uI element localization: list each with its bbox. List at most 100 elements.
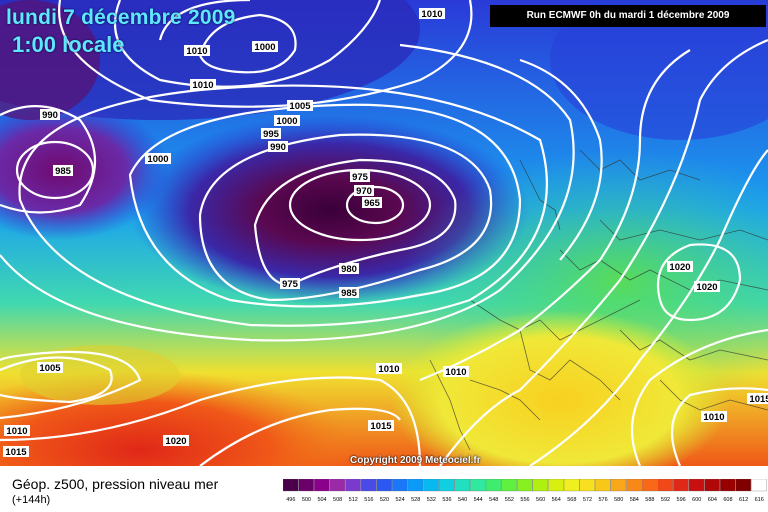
isobar-label-bg	[163, 435, 189, 446]
isobar-label: 1020	[165, 436, 186, 447]
scale-swatch	[407, 479, 424, 492]
scale-swatch	[579, 479, 595, 492]
isobar-label-bg	[747, 393, 768, 404]
scale-value-label: 496	[286, 497, 295, 503]
isobar-label-bg	[419, 8, 445, 19]
scale-swatch	[610, 479, 627, 492]
isobar-label: 1010	[192, 80, 213, 91]
isobar-label-bg	[280, 278, 300, 289]
isobar-label-bg	[362, 197, 382, 208]
scale-swatch	[360, 479, 377, 492]
scale-value-label: 548	[489, 497, 498, 503]
scale-swatch	[345, 479, 361, 492]
scale-value-label: 572	[583, 497, 592, 503]
scale-swatch	[532, 479, 549, 492]
scale-value-label: 528	[411, 497, 420, 503]
scale-swatch	[329, 479, 346, 492]
scale-swatch	[563, 479, 580, 492]
scale-swatch	[485, 479, 502, 492]
isobar-label: 985	[341, 288, 358, 299]
isobar-label: 1005	[39, 363, 61, 374]
scale-value-label: 564	[552, 497, 561, 503]
isobar-label: 1010	[186, 46, 207, 57]
scale-value-label: 520	[380, 497, 389, 503]
scale-value-label: 616	[755, 497, 764, 503]
isobar-label-bg	[190, 79, 216, 90]
scale-swatch	[626, 479, 642, 492]
isobar-label: 990	[42, 110, 58, 121]
legend-title: Géop. z500, pression niveau mer	[12, 476, 219, 492]
isobar-label-bg	[53, 165, 73, 176]
legend-subtitle: (+144h)	[12, 494, 51, 506]
weather-map: 1010 1000 1010 1000 1010 1005 1000 995 990 990 985…	[0, 0, 768, 466]
isobar-label-bg	[694, 281, 720, 292]
scale-value-label: 592	[661, 497, 670, 503]
scale-value-label: 600	[692, 497, 701, 503]
isobar-label-bg	[354, 185, 374, 196]
isobar-label-bg	[376, 363, 402, 374]
isobar-label: 970	[356, 186, 372, 197]
isobar-label: 1015	[5, 447, 27, 458]
isobar-label-bg	[40, 109, 60, 120]
isobar-label-bg	[667, 261, 693, 272]
isobar-label: 1015	[749, 394, 768, 405]
scale-value-label: 536	[442, 497, 451, 503]
scale-value-label: 500	[302, 497, 311, 503]
forecast-time: 1:00 locale	[12, 32, 125, 57]
scale-value-label: 524	[396, 497, 405, 503]
isobar-label: 1020	[669, 262, 690, 273]
isobar-label: 975	[352, 172, 369, 183]
scale-value-label: 540	[458, 497, 467, 503]
model-run-label: Run ECMWF 0h du mardi 1 décembre 2009	[490, 5, 766, 27]
scale-swatch	[688, 479, 705, 492]
scale-swatch	[501, 479, 517, 492]
isobar-label-bg	[252, 41, 278, 52]
scale-swatch	[641, 479, 658, 492]
scale-swatch	[735, 479, 752, 492]
isobar-label-bg	[261, 128, 281, 139]
scale-swatch	[283, 479, 299, 492]
isobar-label: 1020	[696, 282, 717, 293]
scale-value-label: 512	[349, 497, 358, 503]
scale-swatch	[704, 479, 720, 492]
isobar-label: 965	[364, 198, 381, 209]
scale-value-label: 556	[520, 497, 529, 503]
scale-value-label: 532	[427, 497, 436, 503]
isobar-label: 1010	[703, 412, 724, 423]
isobar-label-bg	[701, 411, 727, 422]
legend-panel: Géop. z500, pression niveau mer (+144h) …	[0, 466, 768, 512]
isobar-label: 1000	[147, 154, 168, 165]
scale-value-label: 544	[474, 497, 483, 503]
scale-value-label: 504	[317, 497, 326, 503]
scale-swatch	[376, 479, 392, 492]
scale-value-label: 552	[505, 497, 514, 503]
scale-swatch	[314, 479, 330, 492]
scale-value-label: 560	[536, 497, 545, 503]
scale-swatch	[548, 479, 564, 492]
scale-value-label: 568	[567, 497, 576, 503]
isobar-label-bg	[339, 287, 359, 298]
scale-value-label: 612	[739, 497, 748, 503]
isobar-label-bg	[268, 141, 288, 152]
isobar-label: 995	[263, 129, 280, 140]
scale-swatch	[470, 479, 486, 492]
scale-value-label: 588	[645, 497, 654, 503]
isobar-label-bg	[37, 362, 63, 373]
scale-value-label: 508	[333, 497, 342, 503]
isobar-label: 1005	[289, 101, 311, 112]
isobar-label: 1010	[378, 364, 399, 375]
isobar-label-bg	[145, 153, 171, 164]
isobar-label: 1010	[6, 426, 27, 437]
isobar-label-bg	[443, 366, 469, 377]
scale-swatch	[720, 479, 736, 492]
isobar-label: 1000	[276, 116, 297, 127]
isobar-label-bg	[4, 425, 30, 436]
scale-swatch	[517, 479, 533, 492]
scale-swatch	[673, 479, 689, 492]
scale-swatch	[392, 479, 408, 492]
isobar-label: 1010	[445, 367, 466, 378]
scale-value-label: 516	[364, 497, 373, 503]
scale-swatch	[454, 479, 471, 492]
copyright-notice: Copyright 2009 Meteociel.fr	[350, 455, 481, 466]
scale-swatch	[657, 479, 673, 492]
